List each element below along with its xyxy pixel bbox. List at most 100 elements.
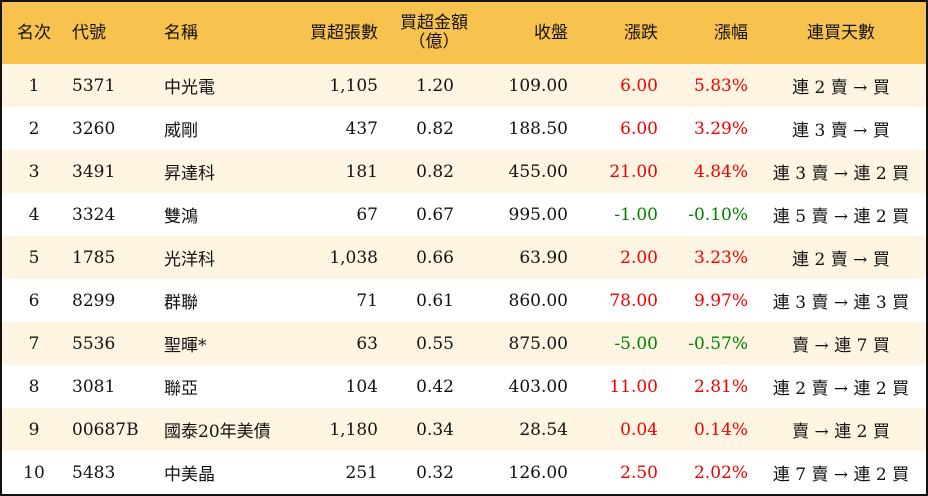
cell-rank: 8 bbox=[28, 376, 40, 397]
header-change: 漲跌 bbox=[576, 2, 666, 64]
cell-pct: 3.23% bbox=[666, 236, 756, 279]
header-name: 名稱 bbox=[152, 2, 292, 64]
cell-name: 聯亞 bbox=[164, 379, 198, 399]
cell-code: 5483 bbox=[72, 462, 116, 483]
header-row: 名次 代號 名稱 買超張數 買超金額 （億） 收盤 漲跌 漲幅 連買天數 bbox=[2, 2, 926, 64]
cell-streak: 賣 → 連 7 買 bbox=[756, 322, 926, 365]
cell-name: 群聯 bbox=[164, 293, 198, 313]
header-code: 代號 bbox=[66, 2, 152, 64]
cell-code: 3491 bbox=[66, 150, 152, 193]
cell-change: 78.00 bbox=[609, 290, 658, 311]
cell-close: 455.00 bbox=[482, 150, 576, 193]
table-row: 10 5483 中美晶 251 0.32 126.00 2.50 2.02% 連 7 賣 → 連… bbox=[2, 451, 926, 494]
cell-amount: 0.55 bbox=[386, 322, 482, 365]
header-rank: 名次 bbox=[2, 2, 66, 64]
table-row: 9 00687B 國泰20年美債 1,180 0.34 28.54 0.04 0.14% 賣 →… bbox=[2, 408, 926, 451]
table-row: 3 3491 昇達科 181 0.82 455.00 21.00 4.84% 連 3 賣 → 連… bbox=[2, 150, 926, 193]
cell-code: 5536 bbox=[66, 322, 152, 365]
header-streak: 連買天數 bbox=[756, 2, 926, 64]
cell-name: 昇達科 bbox=[152, 150, 292, 193]
cell-amount: 0.67 bbox=[416, 204, 454, 225]
table-row: 4 3324 雙鴻 67 0.67 995.00 -1.00 -0.10% 連 5 賣 → 連 … bbox=[2, 193, 926, 236]
cell-code: 3081 bbox=[72, 376, 116, 397]
cell-shares: 71 bbox=[356, 290, 378, 311]
cell-name: 聖暉* bbox=[152, 322, 292, 365]
cell-amount: 0.61 bbox=[416, 290, 454, 311]
cell-change: -1.00 bbox=[614, 204, 658, 225]
cell-close: 403.00 bbox=[508, 376, 568, 397]
header-shares: 買超張數 bbox=[292, 2, 386, 64]
cell-streak: 連 7 賣 → 連 2 買 bbox=[772, 465, 910, 485]
cell-shares: 1,038 bbox=[292, 236, 386, 279]
cell-close: 995.00 bbox=[508, 204, 568, 225]
cell-shares: 63 bbox=[292, 322, 386, 365]
header-close: 收盤 bbox=[482, 2, 576, 64]
cell-code: 1785 bbox=[66, 236, 152, 279]
cell-amount: 0.82 bbox=[416, 118, 454, 139]
cell-pct: 5.83% bbox=[666, 64, 756, 107]
cell-amount: 0.32 bbox=[416, 462, 454, 483]
table-row: 1 5371 中光電 1,105 1.20 109.00 6.00 5.83% 連 2 賣 → … bbox=[2, 64, 926, 107]
cell-pct: -0.57% bbox=[666, 322, 756, 365]
cell-close: 28.54 bbox=[482, 408, 576, 451]
cell-amount: 0.66 bbox=[386, 236, 482, 279]
cell-amount: 0.42 bbox=[416, 376, 454, 397]
cell-streak: 連 2 賣 → 買 bbox=[756, 236, 926, 279]
cell-pct: -0.10% bbox=[688, 204, 748, 225]
table-row: 2 3260 威剛 437 0.82 188.50 6.00 3.29% 連 3 賣 → 買 bbox=[2, 107, 926, 150]
cell-close: 126.00 bbox=[508, 462, 568, 483]
cell-name: 國泰20年美債 bbox=[152, 408, 292, 451]
cell-close: 875.00 bbox=[482, 322, 576, 365]
cell-pct: 3.29% bbox=[693, 118, 748, 139]
cell-pct: 4.84% bbox=[666, 150, 756, 193]
cell-rank: 3 bbox=[2, 150, 66, 193]
cell-code: 3324 bbox=[72, 204, 116, 225]
cell-amount: 1.20 bbox=[386, 64, 482, 107]
cell-amount: 0.34 bbox=[386, 408, 482, 451]
table-row: 5 1785 光洋科 1,038 0.66 63.90 2.00 3.23% 連 2 賣 → 買 bbox=[2, 236, 926, 279]
cell-shares: 1,105 bbox=[292, 64, 386, 107]
cell-close: 63.90 bbox=[482, 236, 576, 279]
cell-streak: 賣 → 連 2 買 bbox=[756, 408, 926, 451]
cell-rank: 9 bbox=[2, 408, 66, 451]
cell-rank: 1 bbox=[2, 64, 66, 107]
cell-name: 威剛 bbox=[164, 121, 198, 141]
cell-streak: 連 2 賣 → 買 bbox=[756, 64, 926, 107]
cell-pct: 0.14% bbox=[666, 408, 756, 451]
cell-rank: 6 bbox=[28, 290, 40, 311]
table-row: 6 8299 群聯 71 0.61 860.00 78.00 9.97% 連 3 賣 → 連 3… bbox=[2, 279, 926, 322]
cell-change: -5.00 bbox=[576, 322, 666, 365]
cell-streak: 連 5 賣 → 連 2 買 bbox=[772, 207, 910, 227]
cell-pct: 9.97% bbox=[693, 290, 748, 311]
cell-shares: 181 bbox=[292, 150, 386, 193]
cell-close: 188.50 bbox=[508, 118, 568, 139]
cell-rank: 5 bbox=[2, 236, 66, 279]
cell-name: 光洋科 bbox=[152, 236, 292, 279]
cell-rank: 2 bbox=[28, 118, 40, 139]
cell-close: 860.00 bbox=[508, 290, 568, 311]
header-pct: 漲幅 bbox=[666, 2, 756, 64]
cell-name: 中美晶 bbox=[164, 465, 215, 485]
cell-amount: 0.82 bbox=[386, 150, 482, 193]
cell-code: 8299 bbox=[72, 290, 116, 311]
cell-change: 21.00 bbox=[576, 150, 666, 193]
cell-code: 3260 bbox=[72, 118, 116, 139]
cell-change: 6.00 bbox=[620, 118, 658, 139]
cell-rank: 10 bbox=[23, 462, 45, 483]
cell-name: 雙鴻 bbox=[164, 207, 198, 227]
cell-rank: 7 bbox=[2, 322, 66, 365]
cell-streak: 連 3 賣 → 連 2 買 bbox=[756, 150, 926, 193]
cell-rank: 4 bbox=[28, 204, 40, 225]
cell-change: 2.50 bbox=[620, 462, 658, 483]
cell-change: 11.00 bbox=[609, 376, 658, 397]
cell-code: 5371 bbox=[66, 64, 152, 107]
cell-close: 109.00 bbox=[482, 64, 576, 107]
cell-streak: 連 2 賣 → 連 2 買 bbox=[772, 379, 910, 399]
cell-shares: 251 bbox=[345, 462, 378, 483]
cell-streak: 連 3 賣 → 連 3 買 bbox=[772, 293, 910, 313]
cell-name: 中光電 bbox=[152, 64, 292, 107]
cell-pct: 2.81% bbox=[693, 376, 748, 397]
cell-shares: 1,180 bbox=[292, 408, 386, 451]
